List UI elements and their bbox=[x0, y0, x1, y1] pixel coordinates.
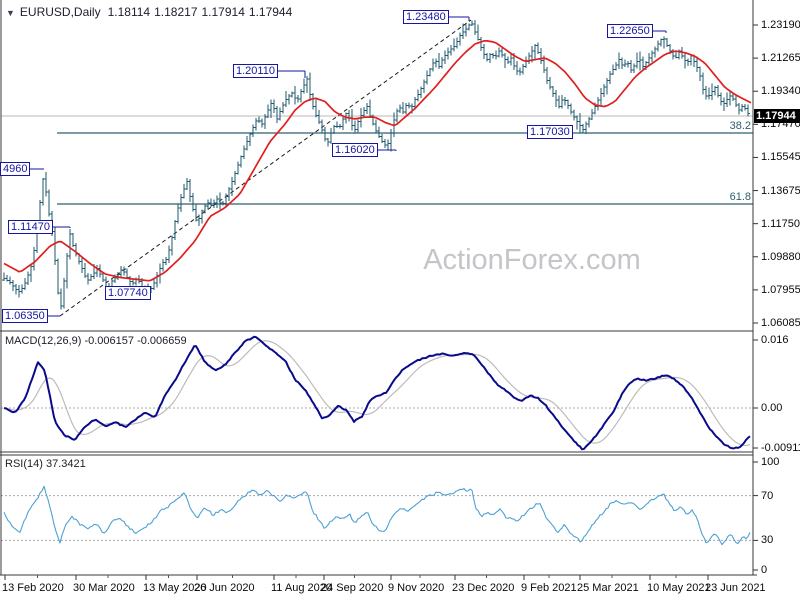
macd-panel bbox=[1, 335, 753, 451]
macd-line bbox=[3, 335, 751, 451]
rsi-panel bbox=[1, 485, 753, 546]
macd-signal-line bbox=[3, 340, 751, 447]
trendline bbox=[59, 19, 472, 317]
rsi-line bbox=[3, 485, 751, 546]
price-panel bbox=[1, 19, 753, 317]
ma-line bbox=[3, 40, 752, 282]
watermark: ActionForex.com bbox=[423, 244, 641, 276]
